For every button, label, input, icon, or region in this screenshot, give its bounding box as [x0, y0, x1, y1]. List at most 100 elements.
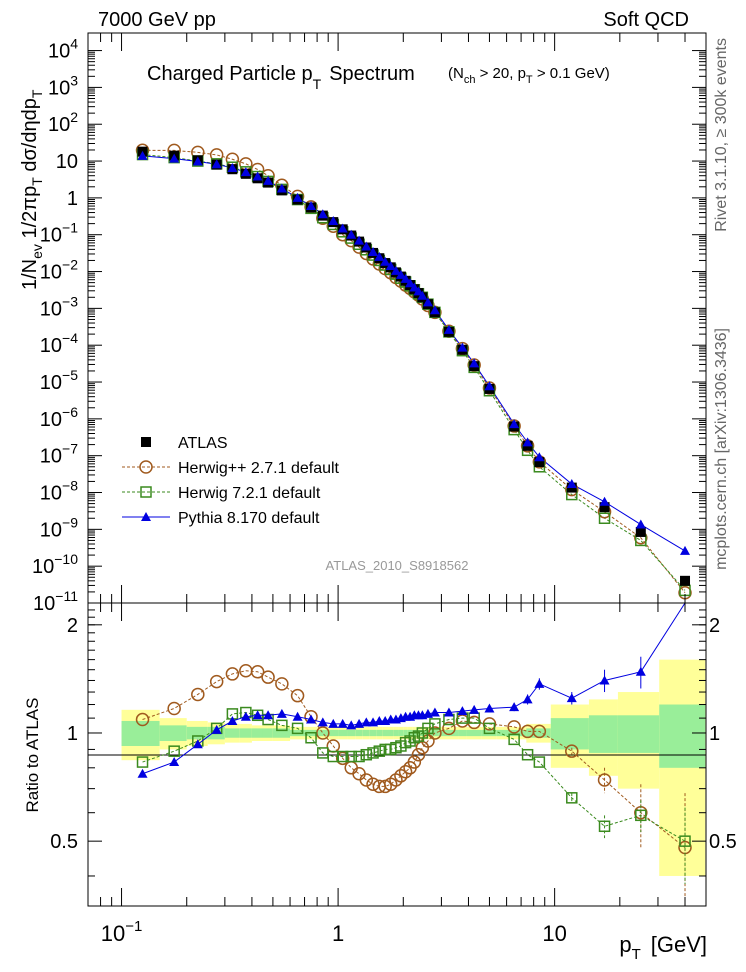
ratio-y-tick-label-right: 1: [709, 723, 720, 745]
data-point-open-square: [305, 731, 317, 744]
data-point-circle: [597, 773, 612, 787]
data-point-triangle: [252, 171, 263, 181]
data-point-triangle: [469, 704, 480, 714]
data-point-square: [635, 526, 646, 537]
ratio-y-tick-label-right: 2: [709, 615, 720, 637]
data-point-circle: [290, 688, 305, 703]
data-point-open-square: [336, 750, 349, 763]
data-point-triangle: [457, 342, 468, 352]
main-y-axis-label: 1/Nev 1/2πpT dσ/dηdpT: [19, 89, 45, 290]
data-point-triangle: [227, 715, 238, 725]
ratio-data-layer: [135, 602, 692, 906]
stat-uncertainty-band: [438, 729, 459, 737]
stat-uncertainty-band: [466, 729, 482, 737]
data-point-triangle: [509, 419, 520, 429]
data-point-triangle: [306, 201, 317, 211]
stat-uncertainty-band: [272, 728, 291, 738]
ratio-y-tick-label: 0.5: [50, 831, 78, 853]
stat-uncertainty-band: [550, 718, 589, 750]
data-point-open-square: [483, 722, 496, 735]
data-point-square: [680, 575, 691, 586]
data-point-triangle: [635, 519, 646, 529]
chart-title: Charged Particle pT Spectrum: [147, 63, 415, 92]
stat-uncertainty-band: [186, 726, 208, 740]
data-point-open-square: [291, 722, 304, 735]
data-point-circle: [442, 721, 456, 736]
y-tick-label: 10−2: [40, 257, 78, 284]
x-tick-label: 1: [332, 921, 344, 946]
ratio-x-ticks: 10−1 1 10: [87, 603, 707, 946]
data-point-triangle: [443, 707, 454, 717]
data-point-triangle: [292, 192, 303, 202]
data-point-triangle: [317, 717, 328, 727]
y-tick-label: 10−9: [40, 514, 78, 541]
data-point-triangle: [276, 183, 287, 193]
data-point-circle: [167, 701, 181, 716]
data-point-triangle: [169, 153, 180, 163]
stat-uncertainty-band: [159, 725, 187, 741]
data-point-circle: [532, 724, 547, 739]
y-tick-label: 10−4: [40, 330, 78, 357]
chart-subtitle: (Nch > 20, pT > 0.1 GeV): [448, 65, 610, 86]
data-point-circle: [398, 765, 413, 779]
data-point-circle: [359, 773, 374, 787]
stat-uncertainty-band: [376, 729, 383, 737]
data-point-circle: [565, 744, 579, 758]
data-point-open-square: [373, 745, 386, 757]
data-point-circle: [344, 761, 358, 775]
legend-entry-label: Herwig 7.2.1 default: [178, 485, 321, 502]
data-point-triangle: [368, 246, 379, 256]
data-point-triangle: [354, 718, 365, 728]
data-point-open-square: [168, 745, 180, 757]
data-point-triangle: [354, 235, 365, 245]
data-point-circle: [261, 670, 275, 684]
data-point-circle: [455, 714, 470, 728]
data-point-triangle: [141, 512, 151, 521]
data-point-triangle: [395, 269, 406, 279]
stat-uncertainty-band: [369, 729, 377, 737]
data-point-triangle: [522, 694, 533, 704]
stat-uncertainty-band: [526, 728, 551, 738]
stat-uncertainty-band: [588, 715, 618, 753]
data-point-circle: [407, 755, 422, 769]
stat-uncertainty-band: [328, 729, 339, 737]
y-tick-label: 10−8: [40, 478, 78, 505]
data-point-open-square: [635, 809, 647, 822]
data-point-triangle: [635, 666, 646, 676]
data-point-triangle: [211, 724, 222, 734]
data-point-circle: [316, 726, 330, 740]
main-data-layer: [135, 143, 692, 600]
data-point-triangle: [137, 150, 148, 160]
data-point-open-square: [429, 718, 441, 730]
y-tick-label: 10−5: [40, 367, 78, 394]
y-tick-label: 10−7: [40, 441, 78, 468]
data-point-triangle: [429, 305, 440, 315]
data-point-open-square: [360, 748, 373, 761]
data-point-triangle: [169, 757, 180, 767]
data-point-triangle: [413, 286, 424, 296]
data-point-triangle: [346, 229, 357, 239]
data-point-triangle: [534, 678, 545, 688]
data-point-triangle: [374, 251, 385, 261]
data-point-circle: [250, 665, 265, 679]
data-point-triangle: [390, 265, 401, 275]
rivet-label: Rivet 3.1.10, ≥ 300k events: [713, 38, 730, 232]
y-tick-label: 104: [48, 36, 78, 63]
ratio-uncertainty-bands: [121, 659, 706, 876]
data-point-triangle: [509, 702, 520, 712]
data-point-open-square: [136, 756, 149, 768]
y-tick-label: 102: [48, 109, 78, 136]
data-point-triangle: [240, 711, 251, 721]
data-point-triangle: [328, 216, 339, 226]
data-point-triangle: [252, 710, 263, 720]
ratio-y-tick-label-right: 0.5: [709, 831, 737, 853]
data-point-circle: [411, 747, 426, 762]
legend-entry-label: ATLAS: [178, 435, 228, 452]
data-point-circle: [139, 460, 153, 474]
data-point-open-square: [276, 719, 288, 732]
data-point-triangle: [469, 358, 480, 368]
header-right: Soft QCD: [603, 9, 689, 31]
data-point-triangle: [361, 241, 372, 251]
y-tick-label: 10−10: [32, 551, 78, 578]
data-point-open-square: [140, 486, 152, 498]
